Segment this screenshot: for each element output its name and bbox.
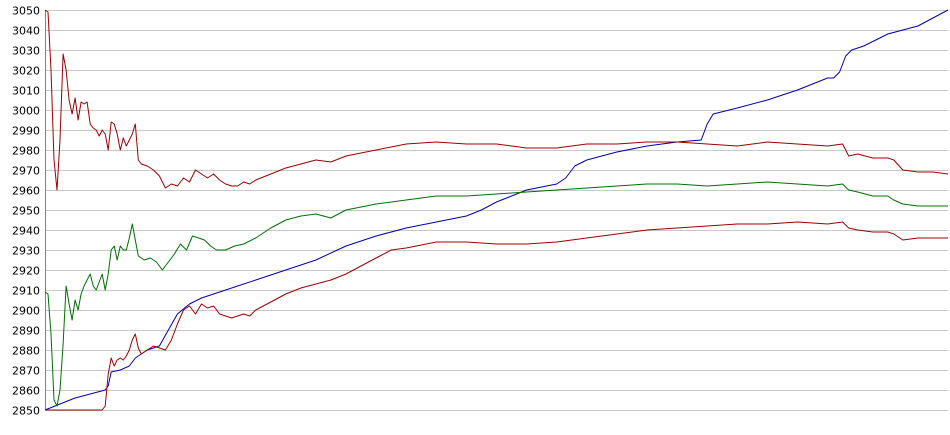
series-line-1 — [44, 9, 949, 411]
series-line-2 — [44, 9, 949, 191]
y-tick-label-2930: 2930 — [12, 245, 40, 258]
y-tick-label-2860: 2860 — [12, 385, 40, 398]
y-tick-label-2900: 2900 — [12, 305, 40, 318]
series-line-3 — [44, 181, 948, 407]
y-tick-label-2870: 2870 — [12, 365, 40, 378]
y-tick-label-3030: 3030 — [12, 45, 40, 58]
y-tick-label-3010: 3010 — [12, 85, 40, 98]
y-tick-label-2950: 2950 — [12, 205, 40, 218]
y-tick-label-3040: 3040 — [12, 25, 40, 38]
y-tick-label-3000: 3000 — [12, 105, 40, 118]
y-tick-label-2910: 2910 — [12, 285, 40, 298]
series-line-4 — [45, 221, 948, 411]
y-tick-label-2980: 2980 — [12, 145, 40, 158]
y-tick-label-2960: 2960 — [12, 185, 40, 198]
series-lines — [44, 9, 949, 411]
y-tick-label-3020: 3020 — [12, 65, 40, 78]
y-tick-labels: 2850 2860 2870 2880 2890 2900 2910 2920 2930 2940… — [12, 5, 40, 418]
y-tick-label-3050: 3050 — [12, 5, 40, 18]
y-tick-label-2940: 2940 — [12, 225, 40, 238]
y-tick-label-2890: 2890 — [12, 325, 40, 338]
y-tick-label-2880: 2880 — [12, 345, 40, 358]
y-tick-label-2850: 2850 — [12, 405, 40, 418]
y-tick-label-2920: 2920 — [12, 265, 40, 278]
y-tick-label-2970: 2970 — [12, 165, 40, 178]
y-tick-label-2990: 2990 — [12, 125, 40, 138]
gridlines — [45, 10, 948, 411]
